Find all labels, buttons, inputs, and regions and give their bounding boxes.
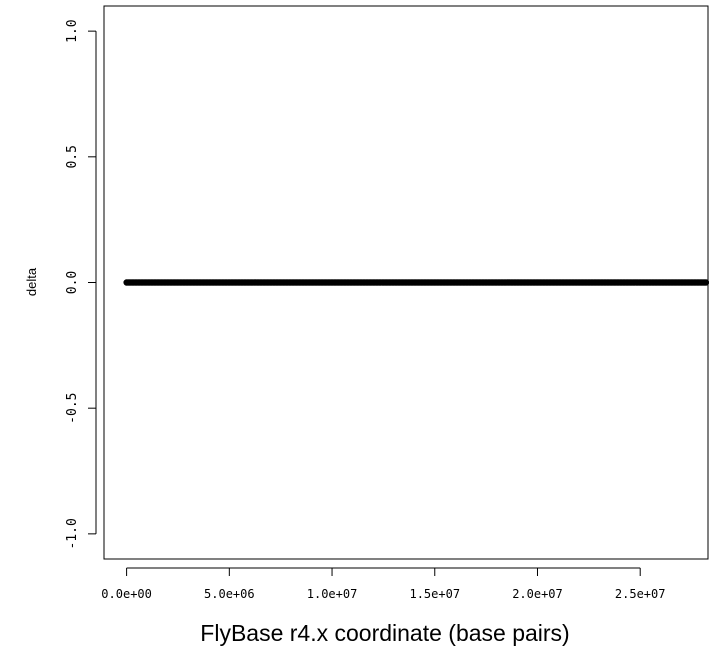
y-tick-label: 0.0 [65, 271, 80, 294]
x-tick-label: 5.0e+06 [204, 587, 255, 601]
y-tick-label: 1.0 [65, 19, 80, 42]
x-tick-label: 1.0e+07 [307, 587, 358, 601]
data-point [702, 279, 709, 286]
x-tick-label: 1.5e+07 [409, 587, 460, 601]
x-axis: 0.0e+00 5.0e+06 1.0e+07 1.5e+07 2.0e+07 2.5e+… [101, 567, 666, 601]
data-series [123, 279, 709, 286]
y-axis-label: delta [24, 267, 39, 296]
y-tick-label: 0.5 [65, 145, 80, 168]
y-tick-label: -0.5 [65, 393, 80, 424]
y-tick-label: -1.0 [65, 518, 80, 549]
x-axis-label: FlyBase r4.x coordinate (base pairs) [200, 620, 569, 646]
y-axis: -1.0 -0.5 0.0 0.5 1.0 [65, 19, 97, 550]
x-tick-label: 2.5e+07 [615, 587, 666, 601]
x-tick-label: 0.0e+00 [101, 587, 152, 601]
x-tick-label: 2.0e+07 [512, 587, 563, 601]
